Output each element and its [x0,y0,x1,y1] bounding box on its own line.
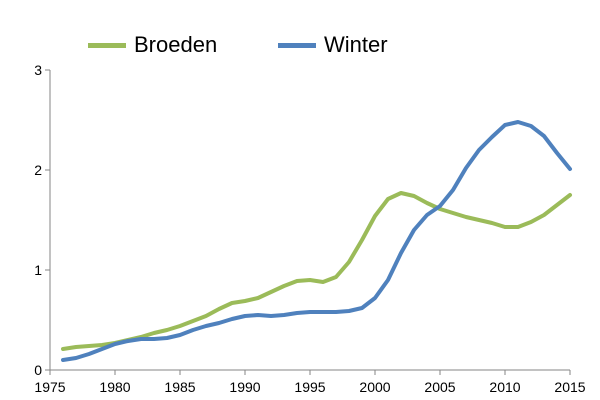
x-tick-label: 1985 [164,379,195,395]
legend-item-broeden: Broeden [88,32,217,58]
x-tick-label: 1995 [294,379,325,395]
x-tick-label: 2000 [359,379,390,395]
x-tick-label: 2015 [554,379,585,395]
x-tick-label: 1990 [229,379,260,395]
series-line-winter [61,120,572,362]
series-line-broeden [61,191,572,351]
x-tick-label: 2010 [489,379,520,395]
legend-label-winter: Winter [324,32,388,57]
x-tick-label: 1975 [34,379,65,395]
y-tick-label: 0 [34,362,42,378]
legend-swatch-broeden [88,42,126,48]
x-tick-label: 1980 [99,379,130,395]
x-tick-label: 2005 [424,379,455,395]
legend-item-winter: Winter [278,32,388,58]
legend-label-broeden: Broeden [134,32,218,57]
y-tick-label: 1 [34,262,42,278]
y-tick-label: 2 [34,162,42,178]
legend: Broeden Winter [0,32,600,62]
legend-swatch-winter [278,42,316,48]
y-tick-label: 3 [34,62,42,78]
